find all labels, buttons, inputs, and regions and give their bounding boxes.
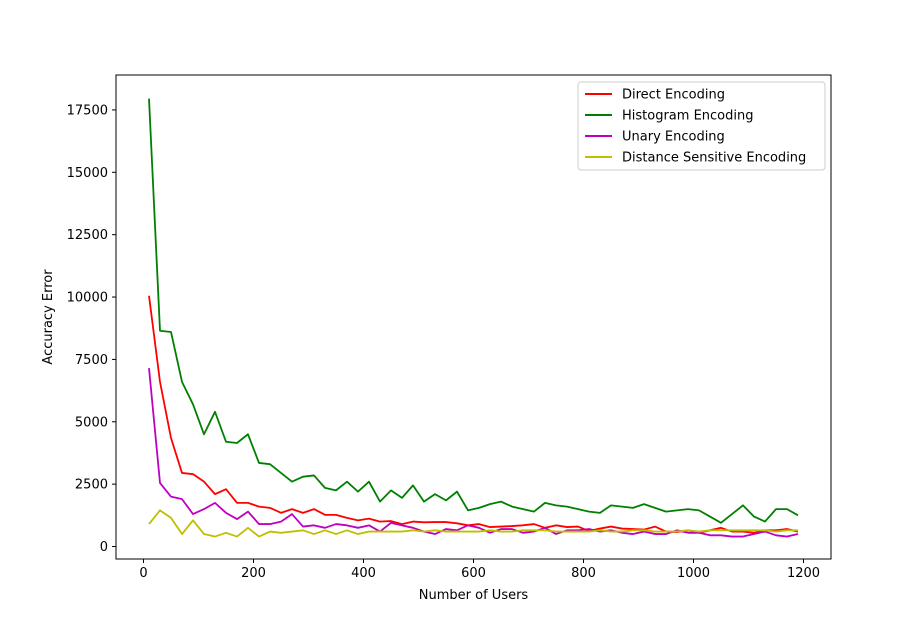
series-line-histogram-encoding — [148, 98, 799, 524]
series-line-distance-sensitive-encoding — [148, 509, 798, 538]
y-tick-label: 5000 — [75, 415, 108, 430]
y-tick-label: 2500 — [75, 478, 108, 493]
y-tick-label: 15000 — [67, 166, 108, 181]
y-tick-label: 0 — [100, 540, 108, 555]
legend-label-unary-encoding: Unary Encoding — [622, 130, 725, 145]
legend-box — [577, 81, 826, 171]
legend-label-histogram-encoding: Histogram Encoding — [622, 109, 753, 124]
legend-label-distance-sensitive-encoding: Distance Sensitive Encoding — [622, 151, 806, 166]
x-tick-label: 400 — [351, 566, 376, 581]
x-tick-label: 1200 — [787, 566, 820, 581]
series-line-unary-encoding — [148, 368, 799, 538]
x-tick-label: 0 — [139, 566, 147, 581]
x-axis-ticks: 0 200 400 600 800 1000 1200 — [139, 559, 820, 581]
y-tick-label: 7500 — [75, 353, 108, 368]
y-axis-label: Accuracy Error — [41, 269, 56, 365]
x-tick-label: 200 — [241, 566, 266, 581]
series-lines — [148, 98, 799, 538]
y-tick-label: 12500 — [67, 228, 108, 243]
y-tick-label: 17500 — [67, 103, 108, 118]
y-axis-ticks: 0 2500 5000 7500 10000 12500 15000 17500 — [67, 103, 116, 555]
x-tick-label: 800 — [571, 566, 596, 581]
x-tick-label: 600 — [461, 566, 486, 581]
y-tick-label: 10000 — [67, 291, 108, 306]
x-tick-label: 1000 — [677, 566, 710, 581]
x-axis-label: Number of Users — [419, 588, 529, 603]
legend: Direct Encoding Histogram Encoding Unary… — [577, 81, 826, 171]
legend-label-direct-encoding: Direct Encoding — [622, 88, 725, 103]
